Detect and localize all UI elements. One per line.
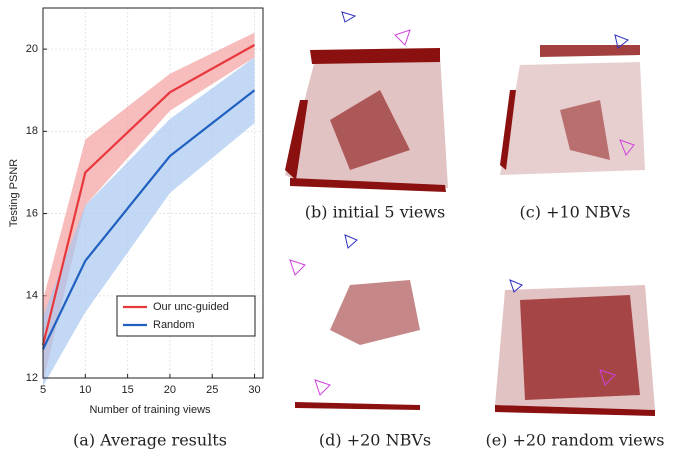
y-tick-label: 18 (26, 125, 38, 137)
caption: (e) +20 random views (485, 431, 664, 450)
x-tick-label: 10 (79, 384, 91, 396)
x-tick-label: 25 (206, 384, 218, 396)
y-axis-label: Testing PSNR (8, 159, 20, 228)
x-axis-label: Number of training views (89, 404, 211, 416)
error-band (43, 32, 255, 383)
y-tick-label: 16 (26, 207, 38, 219)
y-tick-label: 14 (26, 290, 38, 302)
point-cloud-d (289, 234, 420, 410)
point-cloud-e (495, 279, 655, 416)
legend-label: Random (153, 319, 195, 331)
legend-box (116, 295, 256, 337)
caption: (a) Average results (73, 431, 227, 450)
y-tick-label: 20 (26, 43, 38, 55)
legend-label: Our unc-guided (153, 301, 229, 313)
caption: (c) +10 NBVs (520, 203, 631, 222)
caption: (d) +20 NBVs (319, 431, 431, 450)
line (42, 89, 256, 350)
plot-frame (42, 7, 264, 379)
x-tick-label: 5 (40, 384, 46, 396)
x-tick-label: 20 (164, 384, 176, 396)
line (41, 44, 256, 346)
x-tick-label: 30 (248, 384, 260, 396)
y-tick-label: 12 (26, 372, 38, 384)
x-tick-label: 15 (121, 384, 133, 396)
point-cloud-c (500, 34, 645, 175)
point-cloud-b (285, 11, 448, 192)
error-band (43, 57, 255, 387)
caption: (b) initial 5 views (305, 203, 445, 222)
